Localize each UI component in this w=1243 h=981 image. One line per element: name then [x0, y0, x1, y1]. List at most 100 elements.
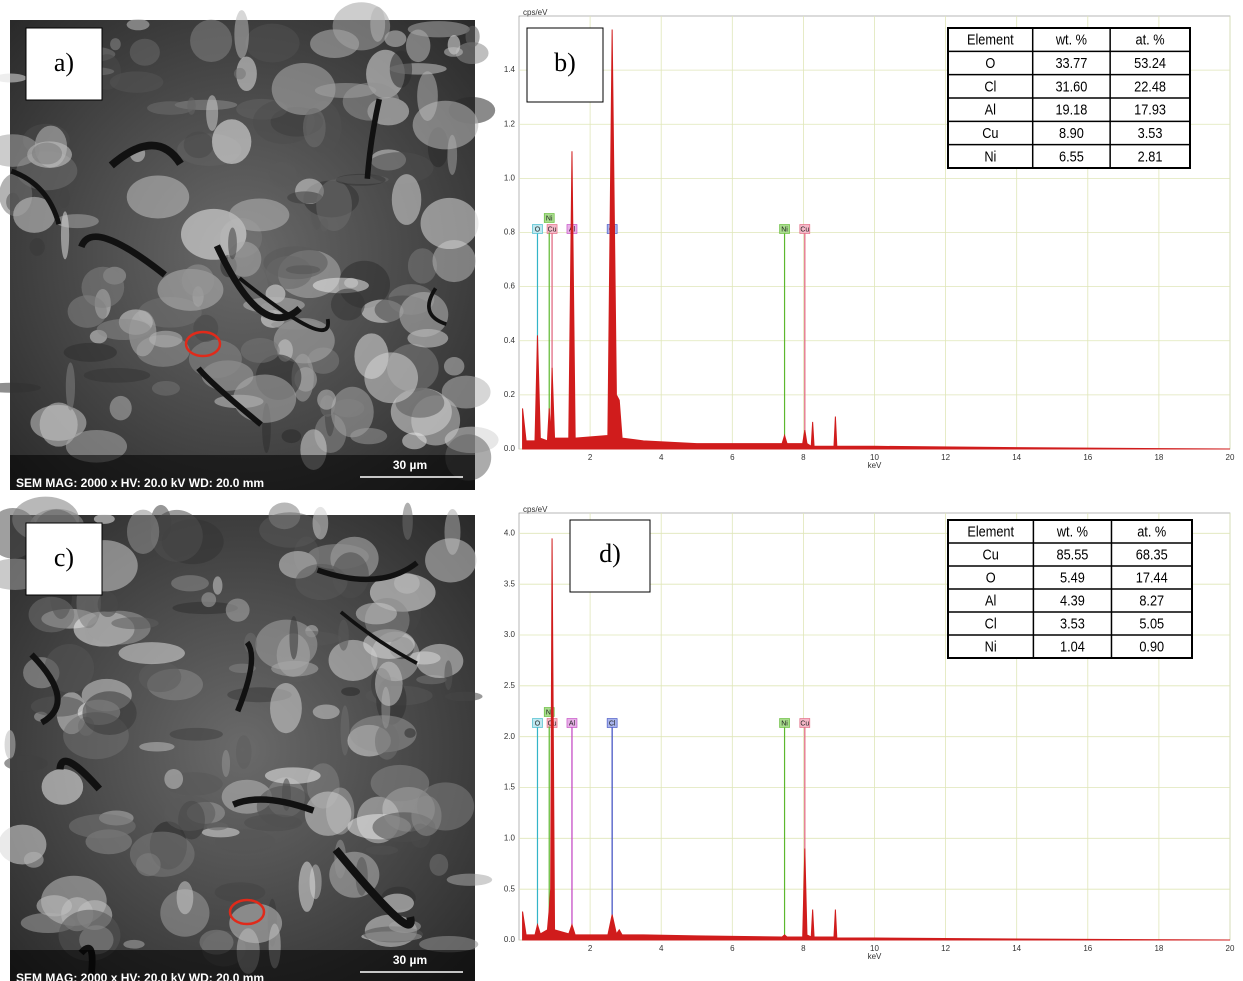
y-tick-label: 0.5	[504, 884, 516, 893]
x-tick-label: 4	[659, 944, 664, 953]
sem-texture	[330, 288, 365, 321]
y-axis-label: cps/eV	[523, 505, 548, 514]
sem-texture	[0, 73, 27, 83]
sem-texture	[268, 161, 297, 187]
panel-label: c)	[54, 543, 74, 572]
sem-texture	[109, 395, 132, 421]
table-cell: Cl	[985, 614, 997, 631]
table-cell: at. %	[1136, 31, 1165, 48]
table-cell: O	[986, 568, 996, 585]
sem-texture	[190, 19, 233, 62]
x-tick-label: 14	[1012, 453, 1021, 462]
sem-texture	[312, 704, 340, 720]
sem-texture	[171, 575, 209, 592]
sem-texture	[340, 705, 350, 756]
sem-texture	[444, 660, 453, 691]
sem-texture	[123, 939, 145, 949]
sem-texture	[29, 238, 45, 256]
x-tick-label: 18	[1154, 453, 1163, 462]
sem-texture	[31, 142, 63, 165]
sem-texture	[411, 795, 442, 837]
sem-texture	[399, 292, 449, 338]
x-tick-label: 18	[1154, 944, 1163, 953]
sem-crack	[231, 796, 315, 814]
panel-label-box	[25, 27, 103, 101]
table-cell: at. %	[1137, 522, 1166, 539]
sem-texture	[110, 38, 121, 51]
element-tag-label: O	[535, 720, 541, 727]
element-tag-label: Ni	[781, 226, 788, 233]
sem-texture	[4, 755, 48, 772]
sem-texture	[287, 191, 323, 204]
sem-texture	[365, 152, 434, 184]
sem-texture	[314, 82, 377, 99]
element-tag-label: Cu	[548, 226, 557, 233]
sem-texture	[58, 909, 121, 961]
panel-label-box	[25, 522, 103, 596]
sem-caption: SEM MAG: 2000 x HV: 20.0 kV WD: 20.0 mm	[16, 476, 264, 490]
x-tick-label: 16	[1083, 944, 1092, 953]
sem-texture	[235, 735, 252, 769]
sem-texture	[138, 661, 182, 693]
sem-crack	[238, 276, 330, 333]
element-tag-label: Ni	[546, 709, 553, 716]
element-tag	[799, 224, 811, 234]
y-tick-label: 1.0	[504, 833, 516, 842]
x-axis-label: keV	[868, 461, 882, 470]
y-tick-label: 0.4	[504, 336, 516, 345]
sem-texture	[298, 861, 316, 912]
table-cell: Cu	[982, 124, 998, 141]
sem-texture	[420, 197, 479, 250]
sem-texture	[335, 173, 386, 186]
sem-texture	[245, 23, 300, 63]
sem-texture	[389, 50, 413, 88]
sem-texture	[441, 375, 491, 409]
panel-label-box	[569, 519, 651, 593]
sem-crack	[427, 287, 447, 326]
sem-texture	[183, 131, 214, 159]
sem-texture	[444, 691, 483, 702]
x-tick-label: 12	[941, 453, 950, 462]
sem-texture	[164, 795, 216, 831]
sem-texture	[206, 822, 229, 831]
y-tick-label: 3.5	[504, 579, 516, 588]
x-tick-label: 14	[1012, 944, 1021, 953]
sem-crack	[108, 141, 184, 169]
element-tag-label: Cu	[800, 226, 809, 233]
sem-texture	[455, 42, 489, 65]
sem-texture	[365, 845, 399, 855]
element-tag	[546, 224, 558, 234]
sem-texture	[443, 357, 465, 376]
element-tag	[779, 224, 790, 234]
sem-texture	[111, 617, 159, 630]
element-tag-label: Ni	[546, 215, 553, 222]
table-cell: 68.35	[1136, 545, 1168, 562]
sem-texture	[147, 101, 194, 115]
sem-texture	[375, 661, 403, 707]
table-cell: Al	[985, 591, 996, 608]
sem-texture	[285, 265, 321, 275]
sem-texture	[271, 660, 319, 677]
sem-texture	[234, 10, 249, 59]
sem-info-bar	[10, 950, 475, 981]
sem-texture	[126, 175, 190, 219]
panel-label: d)	[599, 539, 621, 568]
sem-texture	[444, 47, 463, 57]
sem-texture	[13, 196, 56, 233]
sem-crack	[235, 640, 255, 713]
sem-texture	[416, 643, 464, 679]
sem-texture	[129, 38, 160, 66]
sem-texture	[370, 764, 430, 802]
sem-texture	[419, 936, 479, 953]
sem-texture	[233, 374, 297, 423]
element-tag	[606, 718, 618, 728]
table-cell: Al	[985, 101, 996, 118]
sem-crack	[316, 560, 419, 583]
element-tag-label: O	[535, 226, 541, 233]
sem-texture	[407, 21, 470, 38]
table-cell: 33.77	[1055, 54, 1087, 71]
sem-texture	[330, 386, 374, 438]
sem-texture	[201, 827, 240, 838]
x-tick-label: 4	[659, 453, 664, 462]
sem-crack	[364, 98, 383, 179]
